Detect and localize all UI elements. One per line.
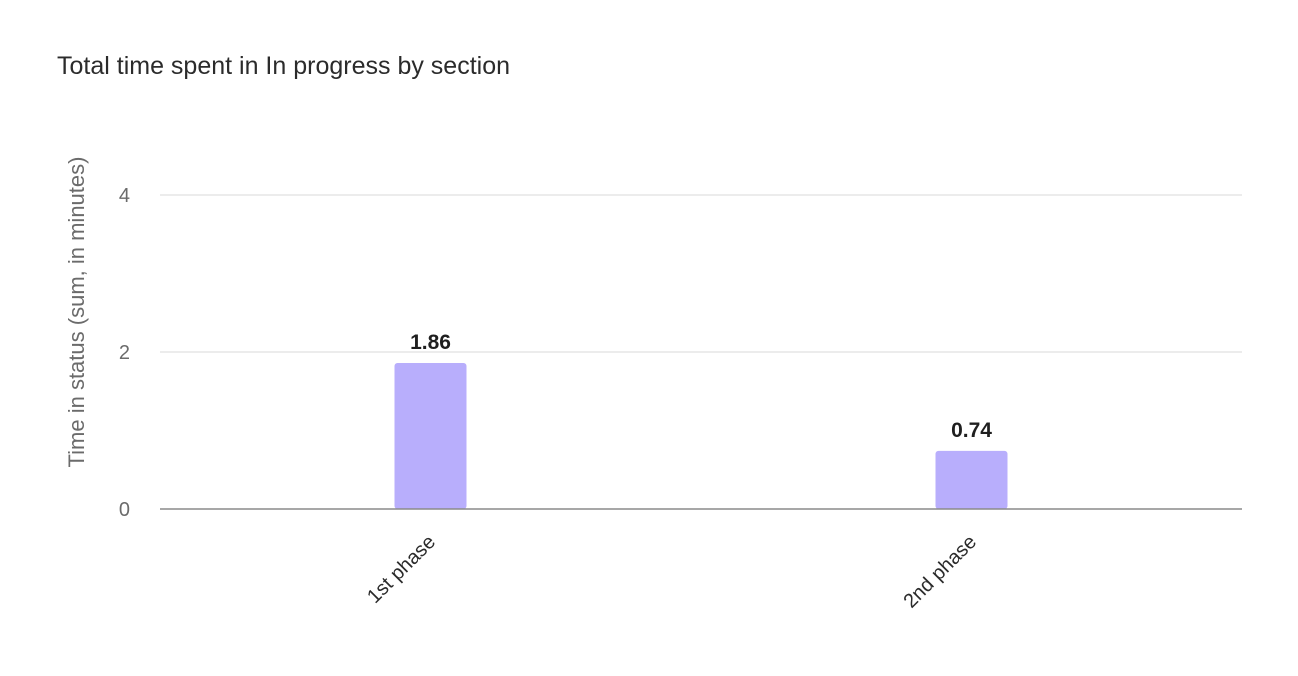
x-axis-categories: 1st phase 2nd phase [363, 531, 981, 613]
y-tick-label: 0 [119, 499, 130, 521]
grid-lines [160, 194, 1242, 353]
data-label: 1.86 [410, 331, 451, 354]
data-label: 0.74 [951, 419, 992, 442]
y-axis-label: Time in status (sum, in minutes) [64, 157, 89, 468]
y-tick-label: 2 [119, 342, 130, 364]
y-axis-ticks: 0 2 4 [119, 185, 130, 521]
y-tick-label: 4 [119, 185, 130, 207]
bar [935, 450, 1008, 509]
chart-title: Total time spent in In progress by secti… [57, 52, 511, 80]
x-category-label: 1st phase [363, 531, 440, 608]
bar [394, 362, 467, 509]
x-category-label: 2nd phase [899, 531, 981, 613]
bars [394, 362, 1008, 509]
data-labels: 1.86 0.74 [410, 331, 992, 442]
